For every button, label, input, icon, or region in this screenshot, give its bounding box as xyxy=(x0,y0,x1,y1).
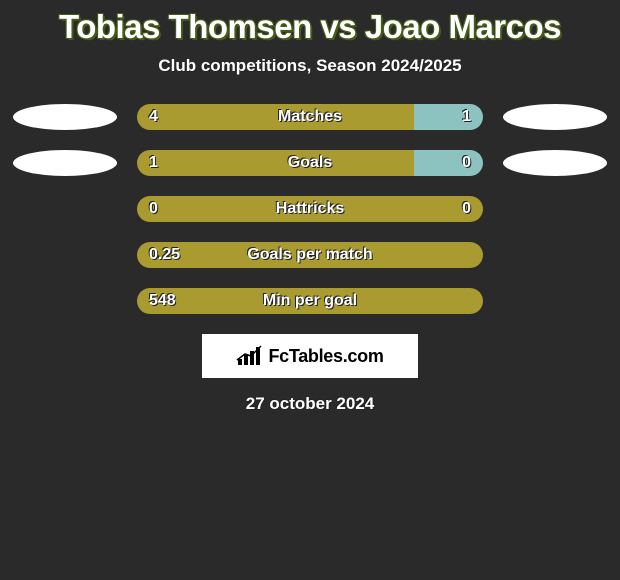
stat-bar: 1 0 Goals xyxy=(137,150,483,176)
stats-rows: 4 1 Matches 1 0 Goals 0 0 Hattricks 0.25 Goals per… xyxy=(0,104,620,314)
stat-label: Goals per match xyxy=(247,246,372,264)
oval-spacer xyxy=(13,196,117,222)
stat-value-right: 0 xyxy=(462,200,471,218)
stat-label: Min per goal xyxy=(263,292,357,310)
oval-spacer xyxy=(503,288,607,314)
stat-bar: 548 Min per goal xyxy=(137,288,483,314)
stat-row: 1 0 Goals xyxy=(0,150,620,176)
stat-value-right: 0 xyxy=(462,154,471,172)
stat-label: Matches xyxy=(278,108,342,126)
bar-chart-icon xyxy=(236,345,264,367)
stat-label: Goals xyxy=(288,154,332,172)
bar-segment-right xyxy=(414,104,483,130)
logo-text: FcTables.com xyxy=(268,346,383,367)
bar-segment-right xyxy=(414,150,483,176)
stat-value-left: 0 xyxy=(149,200,158,218)
stat-row: 0.25 Goals per match xyxy=(0,242,620,268)
player-left-oval xyxy=(13,104,117,130)
player-right-oval xyxy=(503,150,607,176)
stat-value-left: 1 xyxy=(149,154,158,172)
stat-label: Hattricks xyxy=(276,200,344,218)
stat-bar: 4 1 Matches xyxy=(137,104,483,130)
logo-box: FcTables.com xyxy=(202,334,418,378)
stat-bar: 0 0 Hattricks xyxy=(137,196,483,222)
date-text: 27 october 2024 xyxy=(0,394,620,414)
stat-value-left: 4 xyxy=(149,108,158,126)
player-right-oval xyxy=(503,104,607,130)
oval-spacer xyxy=(503,242,607,268)
stat-value-right: 1 xyxy=(462,108,471,126)
stat-value-left: 0.25 xyxy=(149,246,180,264)
page-title: Tobias Thomsen vs Joao Marcos xyxy=(0,0,620,46)
stat-value-left: 548 xyxy=(149,292,176,310)
oval-spacer xyxy=(503,196,607,222)
player-left-oval xyxy=(13,150,117,176)
oval-spacer xyxy=(13,288,117,314)
bar-segment-left xyxy=(137,104,414,130)
stat-row: 4 1 Matches xyxy=(0,104,620,130)
subtitle: Club competitions, Season 2024/2025 xyxy=(0,56,620,76)
stat-bar: 0.25 Goals per match xyxy=(137,242,483,268)
stat-row: 548 Min per goal xyxy=(0,288,620,314)
oval-spacer xyxy=(13,242,117,268)
bar-segment-left xyxy=(137,150,414,176)
stat-row: 0 0 Hattricks xyxy=(0,196,620,222)
